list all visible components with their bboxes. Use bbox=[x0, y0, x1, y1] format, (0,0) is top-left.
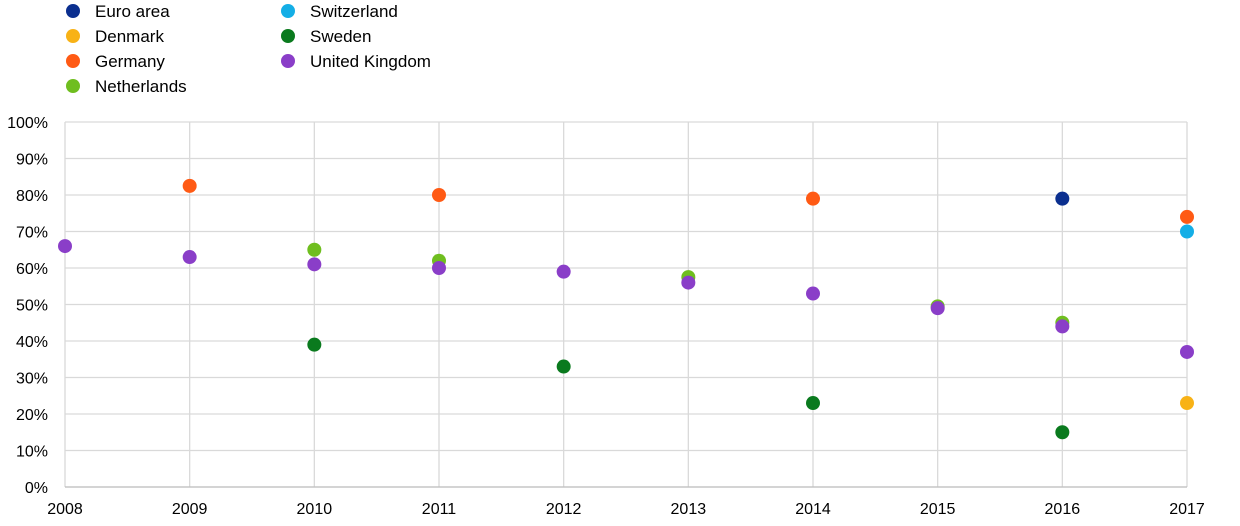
legend: Euro area Denmark Germany Netherlands Switze… bbox=[66, 2, 431, 96]
x-tick-label: 2011 bbox=[422, 501, 457, 518]
point-switzerland-2017 bbox=[1180, 224, 1194, 239]
point-sweden-2012 bbox=[556, 359, 571, 374]
y-tick-label: 80% bbox=[16, 188, 48, 205]
legend-marker bbox=[66, 54, 80, 68]
y-tick-label: 10% bbox=[16, 444, 48, 461]
legend-label: Netherlands bbox=[95, 77, 187, 96]
legend-marker bbox=[66, 4, 80, 18]
x-tick-label: 2014 bbox=[795, 501, 831, 518]
point-united-kingdom-2010 bbox=[307, 257, 322, 272]
legend-marker bbox=[281, 29, 295, 43]
y-tick-label: 30% bbox=[16, 371, 48, 388]
point-sweden-2016 bbox=[1055, 425, 1070, 440]
point-united-kingdom-2012 bbox=[556, 264, 571, 279]
point-united-kingdom-2014 bbox=[806, 286, 820, 301]
y-tick-label: 70% bbox=[16, 225, 48, 242]
legend-label: Euro area bbox=[95, 2, 170, 21]
legend-marker bbox=[66, 79, 80, 93]
point-germany-2014 bbox=[806, 191, 820, 206]
legend-marker bbox=[66, 29, 80, 43]
x-tick-label: 2017 bbox=[1169, 501, 1205, 518]
data-points bbox=[58, 178, 1194, 440]
legend-item-netherlands: Netherlands bbox=[66, 77, 187, 96]
point-denmark-2017 bbox=[1180, 396, 1194, 411]
y-tick-label: 0% bbox=[25, 480, 48, 497]
y-tick-label: 40% bbox=[16, 334, 48, 351]
x-tick-label: 2008 bbox=[47, 501, 83, 518]
point-united-kingdom-2015 bbox=[930, 301, 945, 316]
point-netherlands-2010 bbox=[307, 242, 322, 257]
legend-item-euro-area: Euro area bbox=[66, 2, 170, 21]
legend-label: Switzerland bbox=[310, 2, 398, 21]
y-tick-label: 90% bbox=[16, 152, 48, 169]
legend-item-denmark: Denmark bbox=[66, 27, 164, 46]
x-tick-label: 2016 bbox=[1045, 501, 1081, 518]
legend-label: Germany bbox=[95, 52, 165, 71]
grid-lines bbox=[64, 121, 1188, 488]
point-germany-2017 bbox=[1180, 209, 1194, 224]
x-axis-tick-labels: 2008 2009 2010 2011 2012 2013 2014 2015 2016 2017 bbox=[47, 501, 1205, 518]
point-united-kingdom-2009 bbox=[182, 250, 197, 265]
legend-marker bbox=[281, 4, 295, 18]
legend-label: United Kingdom bbox=[310, 52, 431, 71]
legend-item-switzerland: Switzerland bbox=[281, 2, 398, 21]
x-tick-label: 2012 bbox=[546, 501, 582, 518]
point-euro-area-2016 bbox=[1055, 191, 1070, 206]
legend-item-germany: Germany bbox=[66, 52, 165, 71]
x-tick-label: 2010 bbox=[297, 501, 333, 518]
x-tick-label: 2009 bbox=[172, 501, 208, 518]
point-germany-2011 bbox=[432, 188, 446, 202]
y-tick-label: 100% bbox=[7, 115, 48, 132]
point-united-kingdom-2017 bbox=[1180, 344, 1194, 359]
legend-item-sweden: Sweden bbox=[281, 27, 371, 46]
point-sweden-2014 bbox=[806, 396, 820, 411]
legend-label: Sweden bbox=[310, 27, 371, 46]
point-united-kingdom-2016 bbox=[1055, 319, 1070, 334]
x-tick-label: 2015 bbox=[920, 501, 956, 518]
point-sweden-2010 bbox=[307, 337, 322, 352]
y-tick-label: 60% bbox=[16, 261, 48, 278]
point-united-kingdom-2011 bbox=[432, 261, 446, 275]
x-tick-label: 2013 bbox=[671, 501, 707, 518]
legend-label: Denmark bbox=[95, 27, 164, 46]
y-tick-label: 20% bbox=[16, 407, 48, 424]
legend-item-united-kingdom: United Kingdom bbox=[281, 52, 431, 71]
y-tick-label: 50% bbox=[16, 298, 48, 315]
point-germany-2009 bbox=[182, 178, 197, 193]
point-united-kingdom-2013 bbox=[681, 275, 696, 290]
y-axis-tick-labels: 0% 10% 20% 30% 40% 50% 60% 70% 80% 90% 100% bbox=[7, 115, 48, 497]
legend-marker bbox=[281, 54, 295, 68]
point-united-kingdom-2008 bbox=[58, 239, 72, 254]
